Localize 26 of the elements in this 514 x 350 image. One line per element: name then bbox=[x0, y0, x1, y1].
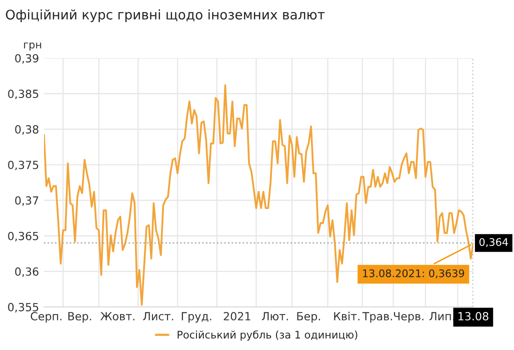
y-tick-label: 0,36 bbox=[15, 267, 38, 277]
x-tick-label: Жовт. bbox=[100, 312, 134, 320]
x-tick-label: Черв. bbox=[394, 312, 424, 323]
x-tick-label: Вер. bbox=[68, 312, 92, 323]
y-tick-label: 0,355 bbox=[8, 302, 38, 312]
annotation: 13.08.2021: 0,3639 bbox=[363, 269, 464, 278]
legend-label: Російський рубль (за 1 одиницю) bbox=[178, 330, 358, 341]
chart-title: Офіційний курс гривні щодо іноземних валют bbox=[6, 9, 325, 22]
x-tick-label: Лист. bbox=[143, 312, 174, 320]
y-axis-title: грн bbox=[24, 42, 42, 51]
y-tick-label: 0,365 bbox=[8, 232, 38, 242]
line-series bbox=[44, 84, 474, 306]
y-tick-label: 0,39 bbox=[15, 54, 38, 64]
x-tick-label: Бер. bbox=[297, 312, 320, 323]
y-tick-label: 0,38 bbox=[15, 125, 38, 135]
x-tick-label: Трав. bbox=[362, 312, 392, 323]
y-tick-label: 0,37 bbox=[15, 196, 38, 206]
x-tick-label: Груд. bbox=[182, 312, 212, 323]
x-tick-label: 13.08 bbox=[458, 312, 488, 320]
x-tick-label: Квіт. bbox=[334, 312, 360, 320]
x-tick-label: Серп. bbox=[30, 312, 62, 323]
ref-line-label: 0,364 bbox=[479, 238, 508, 248]
y-tick-label: 0,375 bbox=[8, 160, 38, 170]
x-tick-label: 2021 bbox=[224, 312, 250, 320]
y-tick-label: 0,385 bbox=[8, 90, 38, 100]
x-tick-label: Лют. bbox=[262, 312, 288, 320]
